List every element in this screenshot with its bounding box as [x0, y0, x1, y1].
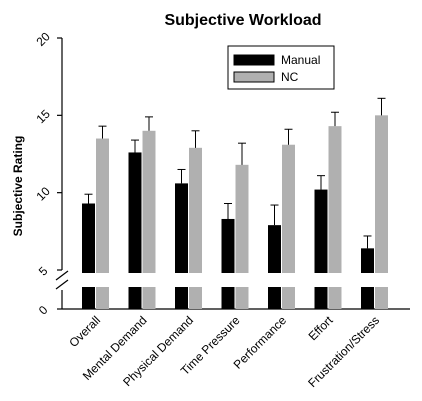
bar-nc-overall — [96, 138, 109, 309]
x-label-effort: Effort — [306, 313, 336, 343]
bars — [82, 97, 388, 309]
bar-nc-time-pressure — [235, 164, 249, 309]
y-tick-label-10: 10 — [33, 184, 53, 204]
y-tick-label-0: 0 — [36, 303, 51, 318]
chart-title: Subjective Workload — [164, 12, 321, 29]
bar-manual-overall — [82, 203, 95, 309]
y-axis-ticks: 0 5 10 15 20 — [33, 29, 62, 317]
bar-nc-frustration-stress — [375, 115, 388, 309]
bar-manual-mental-demand — [128, 152, 142, 309]
legend: Manual NC — [227, 45, 335, 90]
axis-break-marks — [55, 270, 414, 290]
break-slash-lower — [55, 279, 69, 290]
bar-nc-physical-demand — [189, 147, 202, 309]
bar-nc-effort — [328, 126, 342, 309]
bar-manual-effort — [314, 189, 328, 309]
y-tick-label-5: 5 — [36, 264, 51, 279]
bar-manual-time-pressure — [221, 218, 235, 309]
bar-manual-performance — [268, 225, 281, 309]
y-axis-label: Subjective Rating — [11, 136, 25, 237]
bar-nc-mental-demand — [142, 130, 156, 309]
break-slash-upper — [55, 270, 69, 281]
legend-swatch-nc — [233, 71, 275, 83]
x-label-overall: Overall — [66, 313, 103, 350]
y-tick-label-15: 15 — [33, 107, 53, 127]
y-tick-label-20: 20 — [33, 29, 53, 49]
legend-label-nc: NC — [281, 70, 299, 84]
legend-swatch-manual — [233, 54, 275, 66]
legend-label-manual: Manual — [281, 53, 320, 67]
axis-break-gap — [64, 273, 414, 287]
bar-nc-performance — [282, 144, 295, 309]
bar-manual-physical-demand — [175, 183, 188, 309]
